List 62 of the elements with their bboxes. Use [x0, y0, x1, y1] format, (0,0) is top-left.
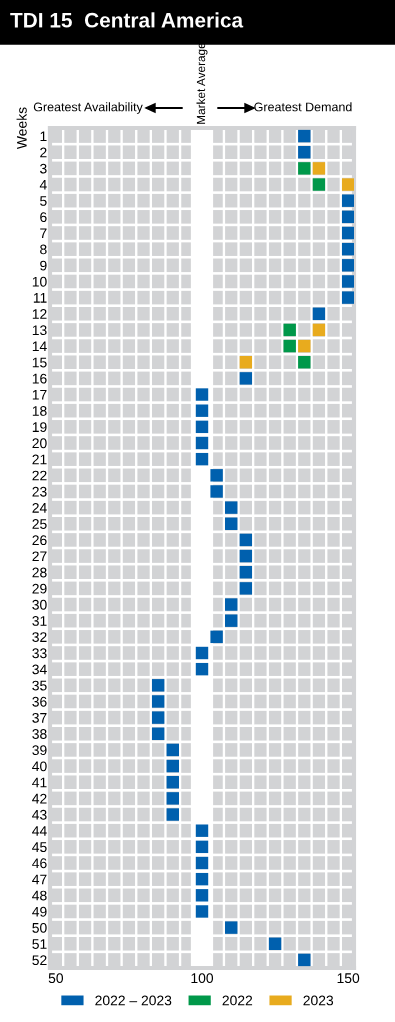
- y-tick-label: 46: [32, 858, 47, 869]
- y-tick-label: 4: [39, 180, 47, 190]
- y-tick-label: 2: [40, 147, 47, 158]
- y-tick-label: 18: [32, 406, 47, 416]
- y-tick-label: 43: [32, 809, 47, 820]
- y-tick-label: 19: [32, 422, 47, 433]
- x-tick-label: 50: [48, 973, 64, 984]
- y-tick-label: 8: [40, 244, 47, 255]
- y-tick-label: 3: [40, 163, 47, 174]
- y-tick-label: 16: [32, 373, 47, 384]
- y-tick-label: 21: [32, 454, 47, 465]
- y-tick-label: 26: [32, 535, 47, 546]
- y-tick-label: 33: [32, 648, 47, 659]
- y-tick-label: 7: [40, 228, 47, 239]
- x-tick-label: 150: [337, 973, 360, 984]
- legend-label: 2023: [303, 995, 334, 1006]
- y-tick-label: 24: [32, 502, 47, 513]
- text: Greatest Demand: [254, 102, 352, 112]
- y-tick-label: 9: [40, 260, 47, 271]
- y-tick-label: 40: [32, 761, 47, 772]
- y-tick-label: 23: [32, 486, 47, 497]
- y-tick-label: 37: [32, 712, 47, 723]
- legend-label: 2022: [222, 995, 253, 1006]
- y-tick-label: 28: [32, 567, 47, 578]
- y-tick-label: 27: [32, 551, 47, 562]
- y-tick-label: 25: [32, 519, 47, 529]
- y-tick-label: 6: [40, 212, 47, 223]
- text: Greatest Availability: [33, 102, 143, 114]
- y-tick-label: 51: [32, 939, 47, 949]
- y-tick-label: 38: [32, 729, 47, 739]
- y-tick-label: 39: [32, 745, 47, 756]
- y-tick-label: 47: [32, 874, 47, 885]
- y-tick-label: 29: [32, 583, 47, 594]
- y-tick-label: 41: [32, 777, 47, 788]
- y-tick-label: 50: [32, 922, 47, 933]
- legend-label: 2022 – 2023: [95, 995, 172, 1006]
- y-tick-label: 22: [32, 470, 47, 481]
- y-tick-label: 30: [32, 599, 47, 610]
- y-tick-label: 45: [32, 842, 47, 853]
- y-tick-label: 42: [32, 793, 47, 804]
- y-tick-label: 1: [40, 131, 47, 142]
- y-tick-label: 34: [32, 664, 47, 675]
- y-tick-label: 48: [32, 890, 47, 901]
- y-tick-label: 52: [32, 955, 47, 966]
- y-tick-label: 5: [40, 196, 47, 206]
- y-tick-label: 11: [33, 293, 47, 303]
- y-tick-label: 15: [32, 357, 47, 368]
- y-tick-label: 32: [32, 632, 47, 643]
- x-tick-label: 100: [191, 973, 214, 984]
- y-tick-label: 44: [32, 826, 47, 836]
- y-tick-label: 49: [32, 906, 47, 917]
- y-tick-label: 10: [32, 276, 47, 287]
- y-tick-label: 14: [32, 341, 47, 352]
- y-axis-title: Weeks: [16, 107, 27, 150]
- y-tick-label: 17: [32, 390, 47, 400]
- y-tick-label: 13: [32, 325, 47, 336]
- y-tick-label: 12: [32, 309, 47, 319]
- y-tick-label: 20: [32, 438, 47, 449]
- y-tick-label: 31: [32, 616, 47, 626]
- y-tick-label: 35: [32, 680, 47, 691]
- y-tick-label: 36: [32, 696, 47, 707]
- chart-title: TDI 15 Central America: [10, 12, 244, 28]
